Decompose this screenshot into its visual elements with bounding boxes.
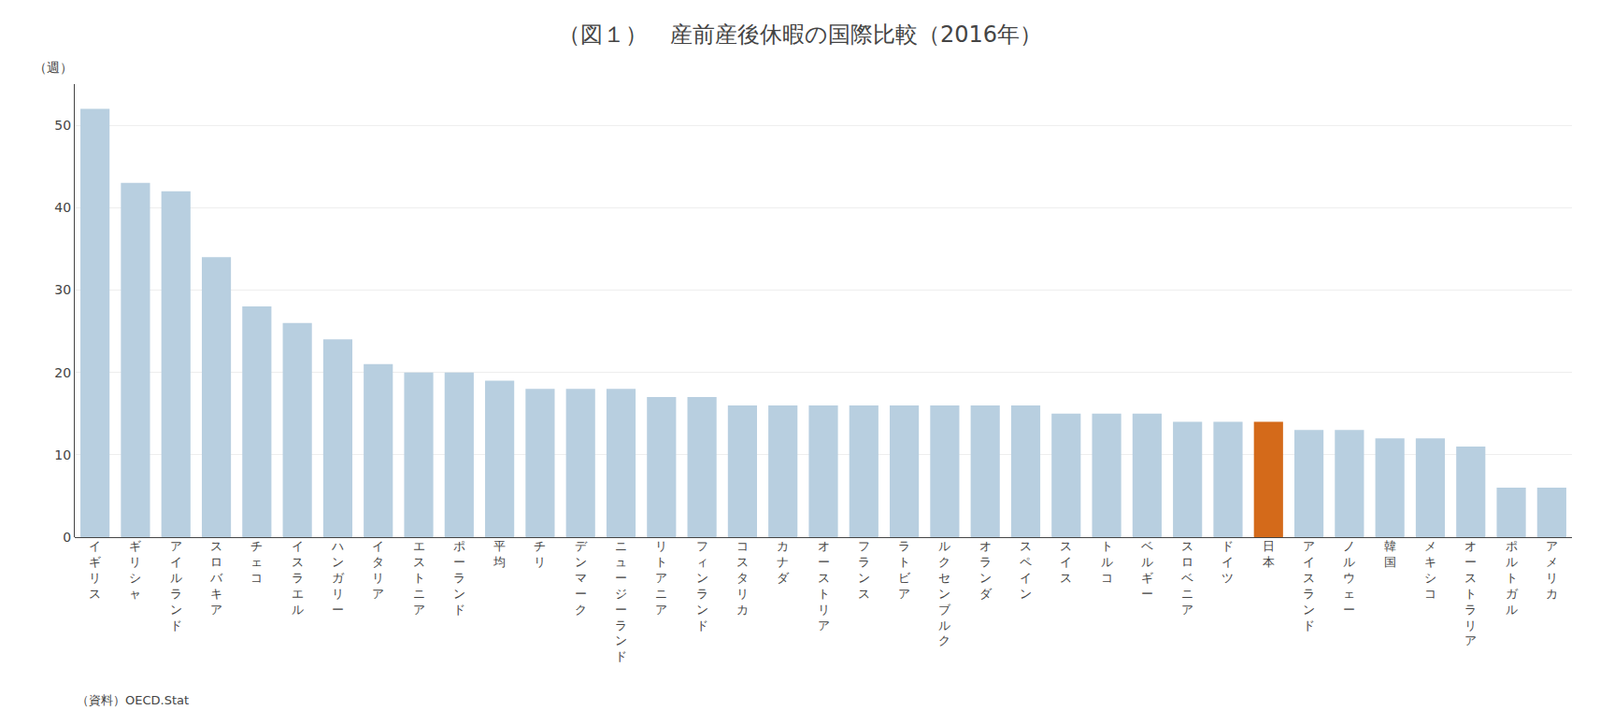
svg-text:40: 40 [54, 200, 72, 215]
svg-text:スペイン: スペイン [1019, 539, 1032, 601]
svg-text:イスラエル: イスラエル [291, 539, 304, 617]
svg-text:スロベニア: スロベニア [1181, 539, 1194, 617]
svg-text:オランダ: オランダ [979, 539, 993, 601]
svg-text:コスタリカ: コスタリカ [736, 539, 749, 617]
svg-text:日本: 日本 [1262, 539, 1275, 570]
svg-text:10: 10 [54, 447, 72, 463]
svg-text:アイスランド: アイスランド [1302, 539, 1315, 633]
svg-text:オーストラリア: オーストラリア [1464, 539, 1477, 648]
svg-text:オーストリア: オーストリア [817, 539, 830, 633]
svg-text:フィンランド: フィンランド [696, 539, 709, 633]
svg-text:メキシコ: メキシコ [1424, 539, 1437, 601]
svg-text:20: 20 [54, 365, 72, 381]
svg-text:デンマーク: デンマーク [574, 539, 588, 617]
svg-text:ドイツ: ドイツ [1221, 539, 1234, 586]
svg-text:カナダ: カナダ [776, 539, 790, 586]
svg-text:30: 30 [54, 282, 72, 298]
svg-text:平均: 平均 [492, 539, 506, 570]
svg-text:アイルランド: アイルランド [170, 539, 183, 633]
svg-text:ハンガリー: ハンガリー [330, 539, 345, 617]
svg-text:スロバキア: スロバキア [209, 539, 224, 617]
svg-text:ノルウェー: ノルウェー [1342, 539, 1356, 617]
svg-text:ベルギー: ベルギー [1141, 539, 1154, 601]
svg-text:（週）: （週） [33, 59, 73, 75]
svg-text:韓国: 韓国 [1384, 539, 1397, 570]
svg-text:スイス: スイス [1059, 539, 1072, 586]
svg-text:アメリカ: アメリカ [1545, 539, 1558, 601]
svg-text:イタリア: イタリア [371, 539, 385, 601]
svg-text:ラトビア: ラトビア [898, 539, 912, 601]
svg-text:ニュージーランド: ニュージーランド [614, 539, 628, 664]
svg-text:チリ: チリ [533, 539, 546, 570]
svg-text:イギリス: イギリス [88, 539, 101, 601]
svg-text:50: 50 [54, 117, 72, 133]
svg-text:（図１） 産前産後休暇の国際比較（2016年）: （図１） 産前産後休暇の国際比較（2016年） [557, 21, 1043, 48]
svg-text:リトアニア: リトアニア [655, 539, 668, 617]
svg-text:ギリシャ: ギリシャ [128, 539, 142, 601]
svg-text:トルコ: トルコ [1100, 539, 1114, 586]
svg-text:ルクセンブルク: ルクセンブルク [938, 539, 952, 648]
svg-text:ポーランド: ポーランド [453, 539, 466, 617]
svg-text:エストニア: エストニア [413, 539, 426, 617]
svg-text:0: 0 [62, 529, 72, 545]
svg-text:ポルトガル: ポルトガル [1505, 539, 1519, 617]
svg-text:チェコ: チェコ [250, 539, 263, 586]
svg-text:（資料）OECD.Stat: （資料）OECD.Stat [76, 693, 189, 708]
svg-text:フランス: フランス [857, 539, 871, 601]
